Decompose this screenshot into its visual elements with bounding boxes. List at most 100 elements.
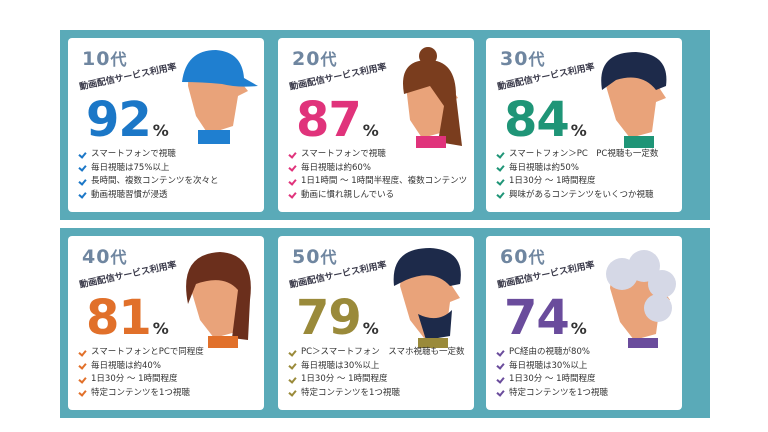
check-icon [78, 164, 86, 172]
feature-text: 毎日視聴は約40% [91, 360, 161, 371]
age-suffix: 代 [320, 248, 338, 267]
age-suffix: 代 [110, 50, 128, 69]
feature-text: スマートフォンとPCで同程度 [91, 347, 204, 357]
percent-unit: % [570, 319, 587, 338]
usage-percent: 79% [296, 294, 379, 342]
age-card-60: 60代 動画配信サービス利用率 74% PC経由の視聴が80% 毎日視聴は30%以上 1日… [486, 236, 682, 410]
feature-item: 1日30分 ～ 1時間程度 [78, 373, 204, 387]
check-icon [288, 376, 296, 384]
feature-item: 特定コンテンツを1つ視聴 [78, 387, 204, 401]
feature-text: 動画に慣れ親しんでいる [301, 189, 395, 200]
feature-text: 1日30分 ～ 1時間程度 [509, 176, 596, 186]
check-icon [496, 349, 504, 357]
check-icon [78, 191, 86, 199]
age-suffix: 代 [110, 248, 128, 267]
feature-text: 1日30分 ～ 1時間程度 [509, 374, 596, 384]
check-icon [288, 164, 296, 172]
usage-percent-value: 92 [86, 92, 152, 148]
age-card-50: 50代 動画配信サービス利用率 79% PC＞スマートフォン スマホ視聴も一定数 毎日視… [278, 236, 474, 410]
check-icon [78, 389, 86, 397]
age-card-30: 30代 動画配信サービス利用率 84% スマートフォン＞PC PC視聴も一定数 毎日視聴… [486, 38, 682, 212]
check-icon [496, 164, 504, 172]
feature-item: 1日30分 ～ 1時間程度 [496, 175, 658, 189]
feature-item: 長時間、複数コンテンツを次々と [78, 175, 219, 189]
feature-text: 毎日視聴は約60% [301, 162, 371, 173]
check-icon [496, 376, 504, 384]
feature-item: PC経由の視聴が80% [496, 346, 608, 360]
check-icon [288, 191, 296, 199]
feature-item: PC＞スマートフォン スマホ視聴も一定数 [288, 346, 465, 360]
feature-text: 毎日視聴は30%以上 [509, 360, 588, 371]
feature-item: 動画に慣れ親しんでいる [288, 189, 467, 203]
age-heading: 60代 [500, 244, 545, 268]
check-icon [78, 376, 86, 384]
feature-item: 毎日視聴は75%以上 [78, 162, 219, 176]
usage-percent: 84% [504, 96, 587, 144]
feature-list: スマートフォンとPCで同程度 毎日視聴は約40% 1日30分 ～ 1時間程度 特定コン… [78, 346, 204, 400]
age-heading: 30代 [500, 46, 545, 70]
check-icon [78, 362, 86, 370]
usage-percent-value: 81 [86, 290, 152, 346]
check-icon [78, 151, 86, 159]
feature-text: 毎日視聴は30%以上 [301, 360, 380, 371]
check-icon [288, 151, 296, 159]
feature-text: 特定コンテンツを1つ視聴 [91, 387, 190, 398]
feature-item: 1日30分 ～ 1時間程度 [288, 373, 465, 387]
feature-text: 1日1時間 ～ 1時間半程度、複数コンテンツ [301, 176, 468, 186]
feature-item: 特定コンテンツを1つ視聴 [496, 387, 608, 401]
feature-text: 1日30分 ～ 1時間程度 [301, 374, 388, 384]
check-icon [288, 349, 296, 357]
feature-text: PC＞スマートフォン スマホ視聴も一定数 [301, 347, 465, 357]
feature-item: 特定コンテンツを1つ視聴 [288, 387, 465, 401]
age-card-20: 20代 動画配信サービス利用率 87% スマートフォンで視聴 毎日視聴は約60% 1日1時… [278, 38, 474, 212]
age-suffix: 代 [528, 248, 546, 267]
feature-item: スマートフォンで視聴 [288, 148, 467, 162]
feature-text: スマートフォンで視聴 [91, 149, 176, 159]
feature-item: 毎日視聴は約60% [288, 162, 467, 176]
check-icon [496, 362, 504, 370]
percent-unit: % [570, 121, 587, 140]
feature-text: 興味があるコンテンツをいくつか視聴 [509, 189, 654, 200]
fifties-face-icon [393, 248, 461, 348]
usage-percent: 92% [86, 96, 169, 144]
feature-item: 1日1時間 ～ 1時間半程度、複数コンテンツ [288, 175, 467, 189]
percent-unit: % [152, 121, 169, 140]
forties-face-icon [186, 252, 251, 348]
check-icon [288, 362, 296, 370]
percent-unit: % [362, 319, 379, 338]
age-card-40: 40代 動画配信サービス利用率 81% スマートフォンとPCで同程度 毎日視聴は約40%… [68, 236, 264, 410]
age-heading: 20代 [292, 46, 337, 70]
feature-item: 1日30分 ～ 1時間程度 [496, 373, 608, 387]
check-icon [288, 178, 296, 186]
check-icon [496, 151, 504, 159]
check-icon [78, 178, 86, 186]
feature-item: スマートフォンで視聴 [78, 148, 219, 162]
age-heading: 10代 [82, 46, 127, 70]
feature-text: 毎日視聴は約50% [509, 162, 579, 173]
feature-text: 毎日視聴は75%以上 [91, 162, 170, 173]
feature-item: 毎日視聴は約40% [78, 360, 204, 374]
age-number: 50 [292, 246, 321, 268]
usage-percent-value: 84 [504, 92, 570, 148]
feature-list: スマートフォンで視聴 毎日視聴は75%以上長時間、複数コンテンツを次々と 動画視聴習… [78, 148, 219, 202]
age-number: 60 [500, 246, 529, 268]
feature-text: スマートフォン＞PC PC視聴も一定数 [509, 149, 659, 159]
feature-text: 特定コンテンツを1つ視聴 [301, 387, 400, 398]
usage-percent-value: 74 [504, 290, 570, 346]
feature-item: 興味があるコンテンツをいくつか視聴 [496, 189, 658, 203]
feature-item: 毎日視聴は30%以上 [496, 360, 608, 374]
check-icon [288, 389, 296, 397]
percent-unit: % [152, 319, 169, 338]
check-icon [496, 191, 504, 199]
age-suffix: 代 [320, 50, 338, 69]
check-icon [496, 178, 504, 186]
twenties-face-icon [403, 47, 462, 148]
sixties-face-icon [606, 250, 676, 348]
age-heading: 50代 [292, 244, 337, 268]
usage-percent-value: 79 [296, 290, 362, 346]
feature-text: 動画視聴習慣が浸透 [91, 189, 168, 200]
usage-percent: 74% [504, 294, 587, 342]
feature-list: スマートフォンで視聴 毎日視聴は約60% 1日1時間 ～ 1時間半程度、複数コンテン… [288, 148, 467, 202]
age-number: 20 [292, 48, 321, 70]
age-number: 10 [82, 48, 111, 70]
